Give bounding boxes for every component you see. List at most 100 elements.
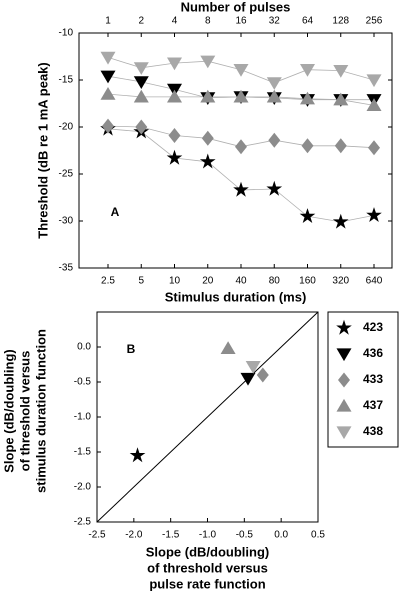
marker <box>200 55 216 69</box>
marker <box>100 51 116 65</box>
marker <box>133 62 149 75</box>
marker <box>300 64 315 77</box>
top-tick-label: 16 <box>235 16 247 27</box>
top-tick-label: 256 <box>366 16 383 27</box>
y-tick-label: -30 <box>59 216 74 227</box>
x-tick-label: 10 <box>169 276 181 287</box>
marker <box>299 208 316 223</box>
y-tick-label: -1.5 <box>74 447 92 458</box>
marker <box>333 65 349 78</box>
legend-label: 436 <box>363 346 383 360</box>
annotation: A <box>111 205 120 219</box>
y-tick-label: -10 <box>59 28 74 39</box>
marker <box>336 426 352 440</box>
plot-frame <box>78 32 393 269</box>
y-tick-label: -0.5 <box>74 377 92 388</box>
marker <box>338 372 350 388</box>
x-tick-label: -0.5 <box>236 530 254 541</box>
top-tick-label: 64 <box>302 16 314 27</box>
y-axis-label: of threshold versus <box>17 351 32 472</box>
y-axis-label: Slope (dB/doubling) <box>1 349 16 472</box>
marker <box>266 89 282 103</box>
legend-label: 437 <box>363 398 383 412</box>
x-tick-label: 80 <box>269 276 281 287</box>
x-tick-label: 2.5 <box>101 276 115 287</box>
marker <box>135 119 148 135</box>
marker <box>201 130 214 146</box>
marker <box>235 139 247 155</box>
marker <box>129 447 146 463</box>
y-tick-label: -20 <box>59 122 74 133</box>
x-tick-label: 160 <box>299 276 316 287</box>
marker <box>200 89 216 103</box>
top-tick-label: 8 <box>205 16 211 27</box>
marker <box>333 92 349 106</box>
x-tick-label: -1.0 <box>199 530 217 541</box>
marker <box>366 207 382 222</box>
marker <box>268 132 281 148</box>
legend-label: 438 <box>363 424 383 438</box>
y-axis-label: stimulus duration function <box>33 329 48 493</box>
marker <box>366 74 382 88</box>
legend-label: 423 <box>363 320 383 334</box>
x-axis-label: pulse rate function <box>149 576 265 591</box>
top-tick-label: 4 <box>172 16 178 27</box>
marker <box>100 70 116 84</box>
x-tick-label: 0.5 <box>311 530 325 541</box>
y-tick-label: -2.5 <box>74 517 92 528</box>
legend-label: 433 <box>363 372 383 386</box>
marker <box>245 361 261 374</box>
marker <box>332 213 349 229</box>
marker <box>233 64 249 77</box>
x-axis-label: Slope (dB/doubling) <box>146 544 269 559</box>
x-tick-label: -1.5 <box>162 530 180 541</box>
marker <box>336 398 352 412</box>
x-tick-label: -2.0 <box>125 530 143 541</box>
marker <box>168 128 181 143</box>
x-tick-label: 0.0 <box>274 530 288 541</box>
y-tick-label: -1.0 <box>74 412 92 423</box>
marker <box>266 77 282 90</box>
marker <box>266 180 283 196</box>
y-tick-label: 0.0 <box>77 342 91 353</box>
x-axis-label: Stimulus duration (ms) <box>165 289 307 304</box>
marker <box>256 367 269 383</box>
x-tick-label: -2.5 <box>88 530 106 541</box>
x-axis-label: of threshold versus <box>147 560 268 575</box>
top-tick-label: 128 <box>332 16 349 27</box>
annotation: B <box>127 342 136 356</box>
y-axis-label: Threshold (dB re 1 mA peak) <box>35 62 50 239</box>
top-tick-label: 32 <box>269 16 281 27</box>
marker <box>368 140 380 156</box>
marker <box>301 138 314 154</box>
x-tick-label: 20 <box>202 276 214 287</box>
marker <box>366 98 382 111</box>
marker <box>336 348 352 362</box>
marker <box>133 76 149 89</box>
marker <box>167 57 182 71</box>
y-tick-label: -2.0 <box>74 482 92 493</box>
top-axis-label: Number of pulses <box>181 0 291 14</box>
x-tick-label: 320 <box>332 276 349 287</box>
y-tick-label: -25 <box>59 169 74 180</box>
identity-line <box>96 311 319 523</box>
marker <box>166 149 183 165</box>
x-tick-label: 640 <box>366 276 383 287</box>
x-tick-label: 40 <box>235 276 247 287</box>
marker <box>220 341 236 354</box>
marker <box>199 153 216 169</box>
marker <box>233 89 249 103</box>
top-tick-label: 1 <box>105 16 111 27</box>
marker <box>336 319 352 335</box>
marker <box>167 89 182 103</box>
y-tick-label: -35 <box>59 263 74 274</box>
marker <box>300 91 315 105</box>
marker <box>102 118 114 134</box>
x-tick-label: 5 <box>138 276 144 287</box>
marker <box>133 89 149 103</box>
y-tick-label: -15 <box>59 75 74 86</box>
marker <box>334 138 347 154</box>
marker <box>240 372 256 386</box>
marker <box>100 87 116 100</box>
